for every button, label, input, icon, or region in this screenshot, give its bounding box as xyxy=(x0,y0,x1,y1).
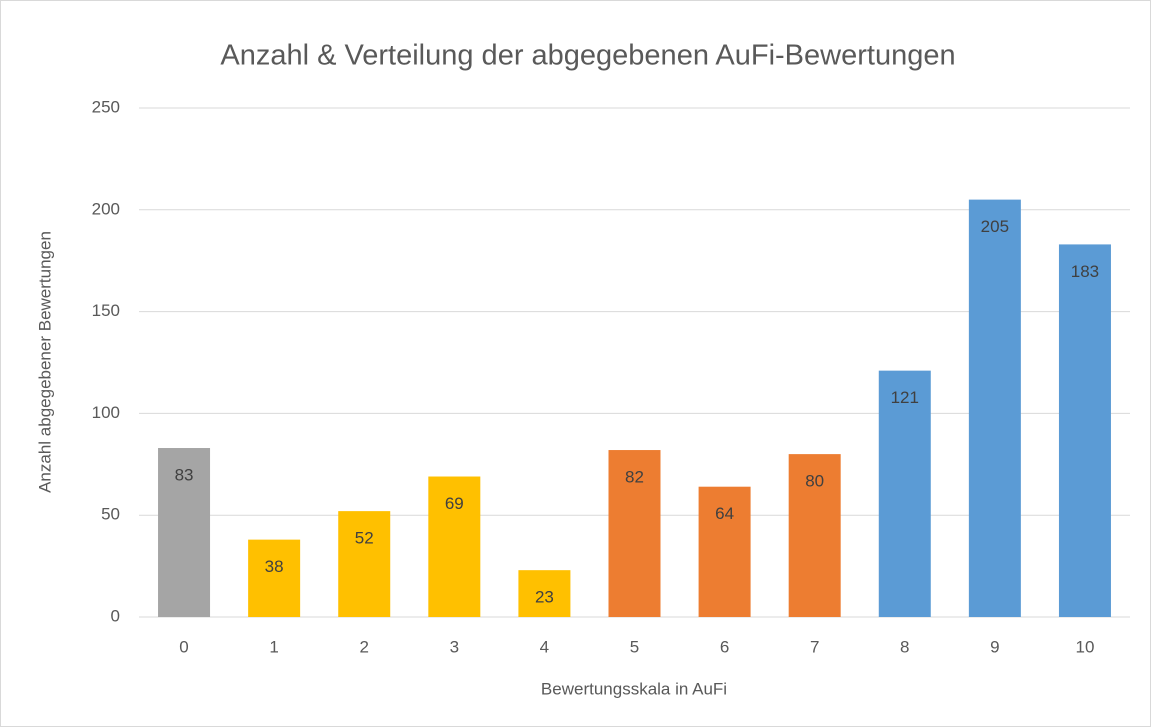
data-label: 64 xyxy=(715,504,734,523)
data-label: 183 xyxy=(1071,262,1099,281)
x-tick-label: 0 xyxy=(179,637,188,656)
x-tick-label: 1 xyxy=(269,637,278,656)
bar xyxy=(518,570,571,617)
bar xyxy=(878,370,931,617)
y-tick-label: 200 xyxy=(92,199,120,218)
x-tick-label: 2 xyxy=(359,637,368,656)
x-tick-label: 6 xyxy=(720,637,729,656)
y-tick-label: 50 xyxy=(101,505,120,524)
bar xyxy=(1058,244,1111,618)
data-label: 80 xyxy=(805,472,824,491)
data-label: 121 xyxy=(891,388,919,407)
bar xyxy=(968,199,1021,617)
y-tick-label: 250 xyxy=(92,97,120,116)
y-tick-label: 0 xyxy=(111,606,120,625)
bar xyxy=(248,539,301,617)
y-tick-label: 100 xyxy=(92,403,120,422)
bar xyxy=(428,476,481,617)
bar xyxy=(338,511,391,617)
data-label: 82 xyxy=(625,468,644,487)
x-tick-label: 9 xyxy=(990,637,999,656)
data-label: 38 xyxy=(265,557,284,576)
bar xyxy=(608,450,661,617)
chart-title: Anzahl & Verteilung der abgegebenen AuFi… xyxy=(220,40,955,72)
y-axis-title: Anzahl abgegebener Bewertungen xyxy=(35,231,54,493)
bar xyxy=(158,448,211,617)
data-label: 69 xyxy=(445,494,464,513)
data-label: 83 xyxy=(175,465,194,484)
x-tick-label: 7 xyxy=(810,637,819,656)
x-tick-label: 8 xyxy=(900,637,909,656)
x-axis-title: Bewertungsskala in AuFi xyxy=(541,679,727,698)
bar xyxy=(788,454,841,617)
x-tick-label: 10 xyxy=(1075,637,1094,656)
x-tick-label: 4 xyxy=(540,637,549,656)
x-tick-label: 5 xyxy=(630,637,639,656)
y-tick-label: 150 xyxy=(92,301,120,320)
data-label: 23 xyxy=(535,588,554,607)
bar xyxy=(698,486,751,617)
data-label: 52 xyxy=(355,529,374,548)
data-label: 205 xyxy=(981,217,1009,236)
x-tick-label: 3 xyxy=(450,637,459,656)
